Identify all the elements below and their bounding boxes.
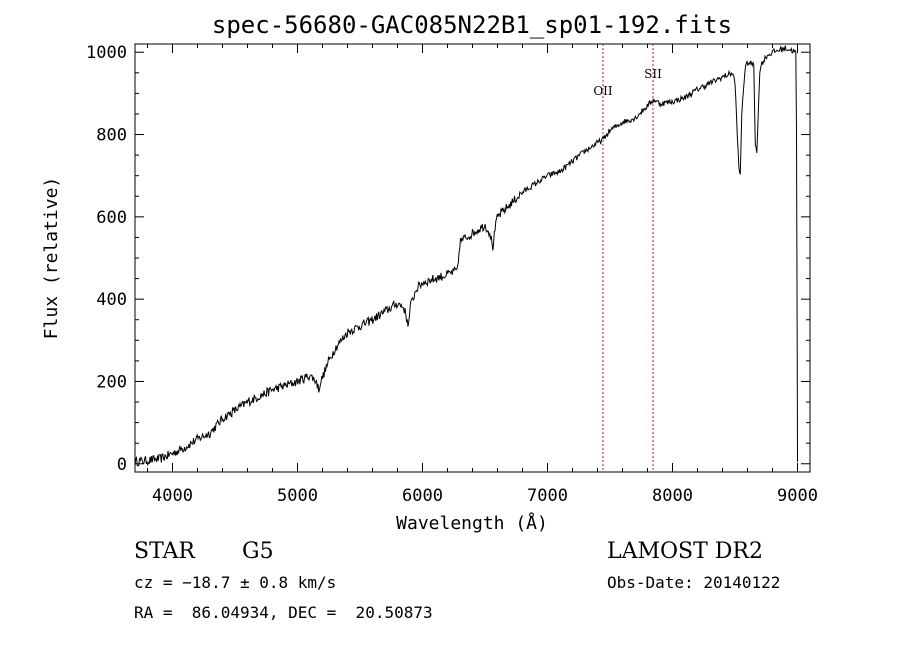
x-tick-label: 4000: [152, 486, 193, 506]
y-axis-ticks: 0 200 400 600 800 1000: [86, 43, 810, 475]
y-tick-label: 800: [96, 126, 127, 146]
chart-title: spec-56680-GAC085N22B1_sp01-192.fits: [212, 11, 732, 39]
object-class: STAR: [134, 539, 195, 564]
x-tick-label: 6000: [402, 486, 443, 506]
y-tick-label: 1000: [86, 43, 127, 63]
object-subclass: G5: [242, 539, 274, 564]
y-tick-label: 0: [117, 455, 127, 475]
observation-date: Obs-Date: 20140122: [607, 573, 781, 592]
x-axis-label: Wavelength (Å): [396, 512, 548, 534]
redshift-cz: cz = −18.7 ± 0.8 km/s: [134, 573, 337, 592]
line-marker-label: OII: [593, 84, 613, 98]
x-tick-label: 5000: [277, 486, 318, 506]
y-tick-label: 400: [96, 290, 127, 310]
x-tick-label: 8000: [652, 486, 693, 506]
y-tick-label: 600: [96, 208, 127, 228]
x-tick-label: 7000: [527, 486, 568, 506]
x-tick-label: 9000: [777, 486, 818, 506]
line-marker-label: SII: [644, 67, 662, 81]
spectrum-line: [134, 45, 798, 467]
y-axis-label: Flux (relative): [41, 177, 62, 340]
line-markers: OII SII: [593, 44, 662, 472]
y-tick-label: 200: [96, 372, 127, 392]
x-axis-ticks: 4000 5000 6000 7000 8000 9000: [147, 44, 818, 506]
coordinates: RA = 86.04934, DEC = 20.50873: [134, 603, 433, 622]
survey-name: LAMOST DR2: [607, 539, 763, 564]
